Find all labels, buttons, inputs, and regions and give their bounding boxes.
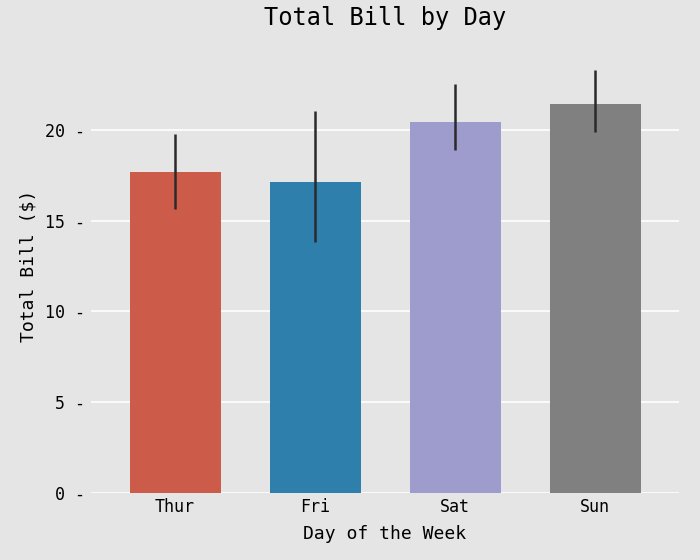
Bar bbox=[270, 181, 360, 493]
Title: Total Bill by Day: Total Bill by Day bbox=[264, 6, 506, 30]
Bar bbox=[550, 104, 640, 493]
Bar bbox=[410, 122, 500, 493]
Bar bbox=[130, 172, 220, 493]
Y-axis label: Total Bill ($): Total Bill ($) bbox=[19, 190, 37, 342]
X-axis label: Day of the Week: Day of the Week bbox=[303, 525, 467, 543]
